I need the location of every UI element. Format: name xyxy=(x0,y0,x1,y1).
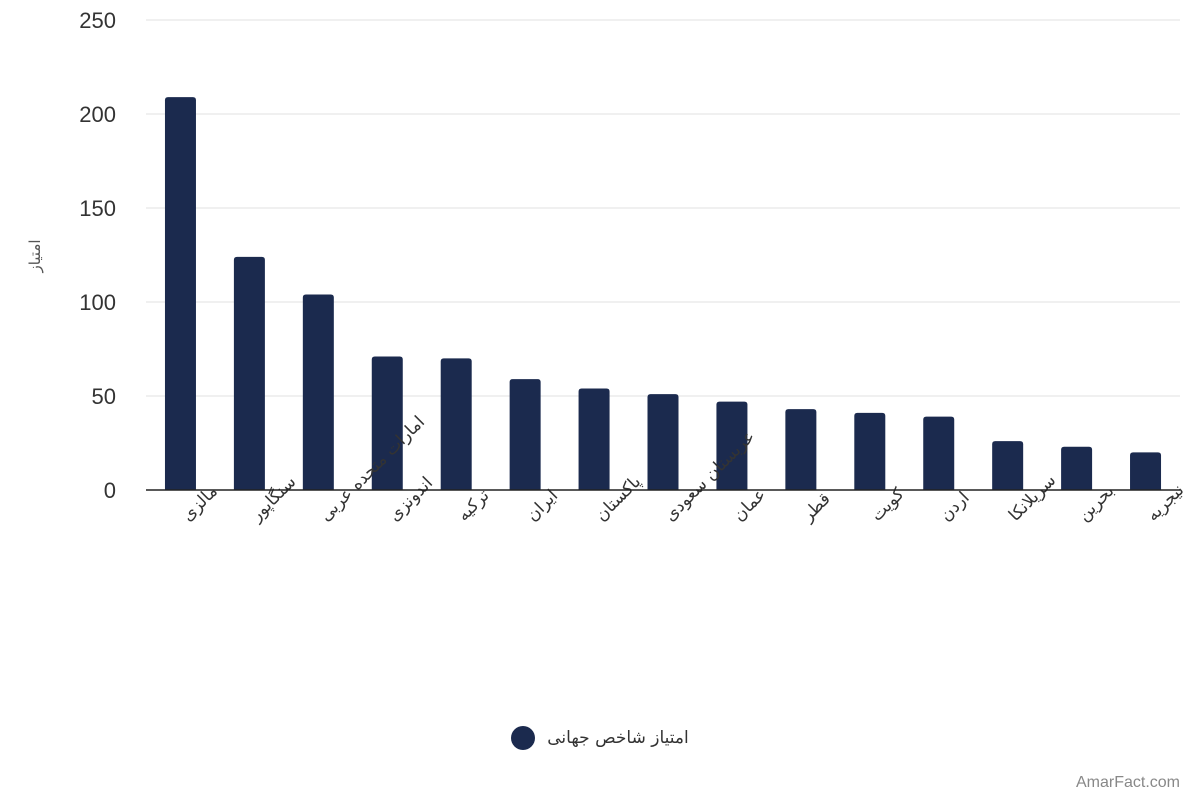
bar xyxy=(923,416,955,490)
watermark: AmarFact.com xyxy=(1075,774,1180,791)
y-tick-label: 150 xyxy=(79,196,116,221)
y-tick-label: 200 xyxy=(79,102,116,127)
bar xyxy=(440,358,472,490)
bar xyxy=(716,401,748,490)
bar xyxy=(233,256,265,490)
bar xyxy=(509,379,541,490)
x-tick-label: ترکیه xyxy=(454,485,494,525)
y-tick-label: 100 xyxy=(79,290,116,315)
y-axis-label: امتیاز xyxy=(26,239,44,273)
x-tick-label: عمان xyxy=(729,485,770,526)
y-tick-label: 50 xyxy=(92,384,116,409)
legend-swatch xyxy=(511,726,536,750)
bar xyxy=(164,97,196,490)
bar xyxy=(854,412,886,490)
y-tick-label: 250 xyxy=(79,8,116,33)
legend-label: امتیاز شاخص جهانی xyxy=(547,728,689,748)
bars xyxy=(164,97,1162,490)
y-tick-label: 0 xyxy=(104,478,116,503)
x-tick-label: ایران xyxy=(523,486,563,526)
bar xyxy=(1061,446,1093,490)
x-tick-label: اردن xyxy=(936,488,973,525)
bar xyxy=(785,409,817,490)
y-axis-ticks: 0 50 100 150 200 250 xyxy=(79,8,116,503)
bar xyxy=(992,441,1024,490)
bar xyxy=(302,294,334,490)
bar xyxy=(647,394,679,490)
x-tick-label: قطر xyxy=(798,489,835,526)
grid-lines xyxy=(146,19,1180,397)
bar xyxy=(371,356,403,490)
legend: امتیاز شاخص جهانی xyxy=(0,726,1200,750)
bar xyxy=(578,388,610,490)
bar xyxy=(1130,452,1162,490)
